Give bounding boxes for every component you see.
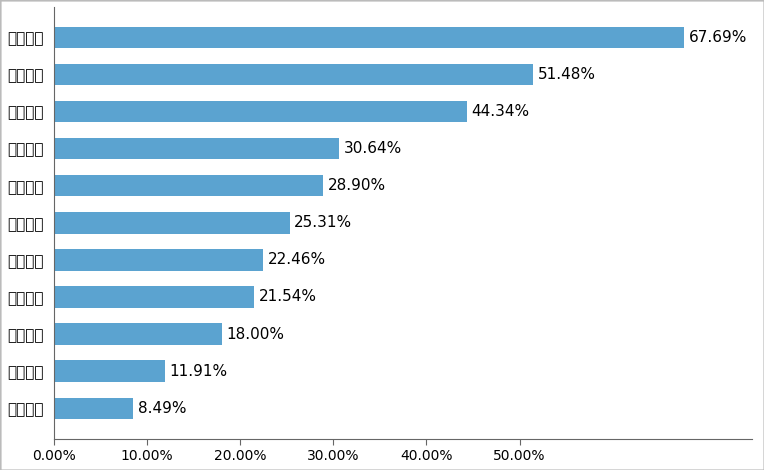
Text: 44.34%: 44.34%	[471, 104, 529, 119]
Text: 67.69%: 67.69%	[689, 30, 747, 45]
Bar	[53, 138, 339, 159]
Text: 28.90%: 28.90%	[328, 178, 386, 193]
Bar	[53, 63, 533, 85]
Bar	[53, 175, 323, 196]
Text: 22.46%: 22.46%	[267, 252, 325, 267]
Bar	[53, 360, 165, 382]
Bar	[53, 27, 685, 48]
Bar	[53, 212, 290, 234]
Bar	[53, 101, 467, 122]
Bar	[53, 323, 222, 345]
Text: 8.49%: 8.49%	[138, 401, 186, 416]
Bar	[53, 398, 133, 419]
Bar	[53, 249, 263, 271]
Text: 21.54%: 21.54%	[259, 290, 317, 305]
Text: 11.91%: 11.91%	[170, 364, 228, 379]
Bar	[53, 286, 254, 308]
Text: 25.31%: 25.31%	[294, 215, 352, 230]
Text: 30.64%: 30.64%	[344, 141, 402, 156]
Text: 18.00%: 18.00%	[226, 327, 284, 342]
Text: 51.48%: 51.48%	[538, 67, 596, 82]
